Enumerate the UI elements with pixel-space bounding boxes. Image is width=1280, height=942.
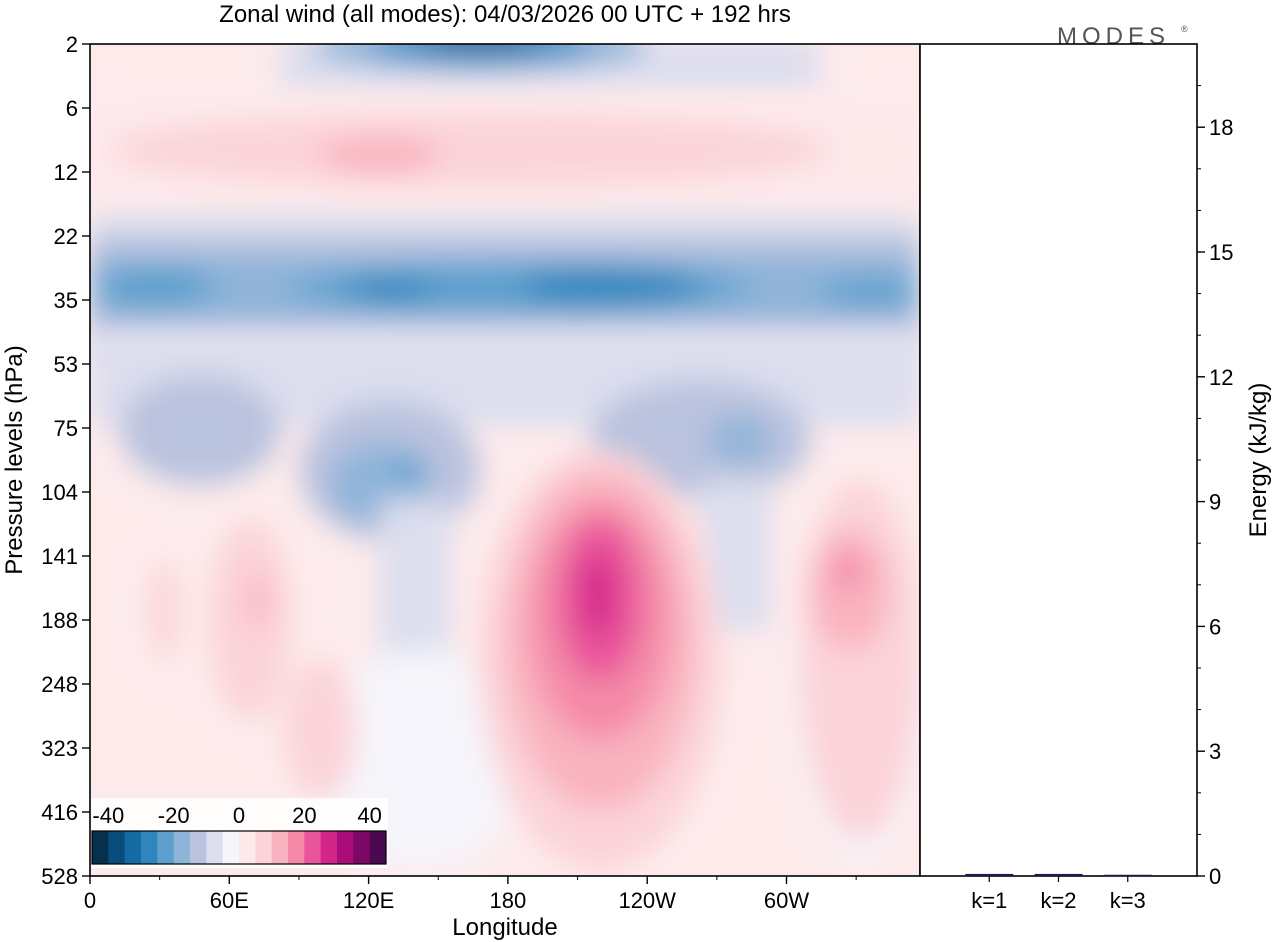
energy-tick-label: 15 (1209, 240, 1233, 265)
x-tick-label: 0 (84, 888, 96, 913)
energy-panel: 0 3 6 9 12 15 18 k=1 k=2 k=3 Energy (kJ/kg) (919, 43, 1272, 913)
y-tick-label: 141 (41, 544, 78, 569)
colorbar-cells (91, 830, 387, 865)
energy-axis: 0 3 6 9 12 15 18 (1197, 85, 1233, 889)
colorbar-cell (108, 831, 126, 864)
upper-trop-westerly-east (800, 480, 920, 840)
x-axis: 0 60E 120E 180 120W 60W (84, 876, 857, 913)
energy-tick-label: 6 (1209, 614, 1221, 639)
colorbar-cell (337, 831, 354, 864)
colorbar-tick-label: 0 (233, 803, 245, 828)
colorbar-tick-label: -20 (158, 803, 190, 828)
energy-category-label: k=1 (971, 888, 1007, 913)
energy-category-label: k=3 (1110, 888, 1146, 913)
x-tick-label: 120W (618, 888, 676, 913)
colorbar-cell (222, 831, 240, 864)
colorbar-cell (124, 831, 142, 864)
y-tick-label: 12 (54, 160, 78, 185)
colorbar-cell (206, 831, 224, 864)
colorbar-cell (157, 831, 175, 864)
zonal-wind-field (90, 44, 920, 876)
y-tick-label: 416 (41, 800, 78, 825)
y-tick-label: 248 (41, 672, 78, 697)
y-tick-label: 6 (66, 96, 78, 121)
colorbar-cell (369, 831, 387, 864)
colorbar-cell (288, 831, 305, 864)
colorbar-outline (91, 830, 387, 865)
x-tick-label: 60W (764, 888, 809, 913)
colorbar-cell (141, 831, 158, 864)
energy-tick-label: 18 (1209, 115, 1233, 140)
y-tick-label: 188 (41, 608, 78, 633)
y-tick-label: 2 (66, 32, 78, 57)
y-tick-label: 528 (41, 864, 78, 889)
x-tick-label: 120E (343, 888, 394, 913)
colorbar-tick-label: -40 (92, 803, 124, 828)
colorbar-tick-label: 40 (357, 803, 381, 828)
colorbar-tick-label: 20 (292, 803, 316, 828)
y-axis: 2 6 12 22 35 53 75 104 141 188 248 323 416 528 (41, 32, 90, 889)
energy-category-label: k=2 (1040, 888, 1076, 913)
energy-tick-label: 0 (1209, 864, 1221, 889)
colorbar-cell (92, 831, 109, 864)
y-tick-label: 22 (54, 224, 78, 249)
y-tick-label: 104 (41, 480, 78, 505)
x-axis-label: Longitude (452, 914, 557, 941)
energy-axis-label: Energy (kJ/kg) (1245, 383, 1272, 538)
westerly-band-12hpa (90, 100, 920, 200)
upper-jet-easterly (90, 215, 920, 355)
colorbar-cell (190, 831, 207, 864)
y-tick-label: 35 (54, 288, 78, 313)
energy-bar (965, 873, 1014, 876)
y-axis-label: Pressure levels (hPa) (1, 345, 28, 574)
colorbar-cell (304, 831, 322, 864)
colorbar: -40 -20 0 20 40 (90, 798, 388, 868)
energy-tick-label: 12 (1209, 365, 1233, 390)
colorbar-cell (320, 831, 338, 864)
colorbar-cell (239, 831, 256, 864)
y-tick-label: 323 (41, 736, 78, 761)
colorbar-ticks: -40 -20 0 20 40 (92, 803, 381, 828)
chart-title: Zonal wind (all modes): 04/03/2026 00 UT… (219, 1, 791, 28)
x-tick-label: 60E (210, 888, 249, 913)
energy-bar (1103, 874, 1152, 877)
colorbar-cell (271, 831, 289, 864)
colorbar-cell (173, 831, 191, 864)
colorbar-cell (353, 831, 371, 864)
upper-trop-westerly-main (480, 450, 720, 870)
energy-bars (965, 873, 1152, 877)
energy-tick-label: 3 (1209, 739, 1221, 764)
registered-mark: ® (1181, 24, 1188, 34)
x-tick-label: 180 (490, 888, 527, 913)
colorbar-cell (255, 831, 273, 864)
energy-categories: k=1 k=2 k=3 (971, 876, 1146, 913)
upper-trop-westerly-west (151, 520, 355, 800)
energy-frame (919, 43, 1198, 877)
energy-bar (1034, 873, 1083, 876)
top-easterly (280, 44, 820, 90)
y-tick-label: 53 (54, 352, 78, 377)
y-tick-label: 75 (54, 416, 78, 441)
energy-tick-label: 9 (1209, 490, 1221, 515)
